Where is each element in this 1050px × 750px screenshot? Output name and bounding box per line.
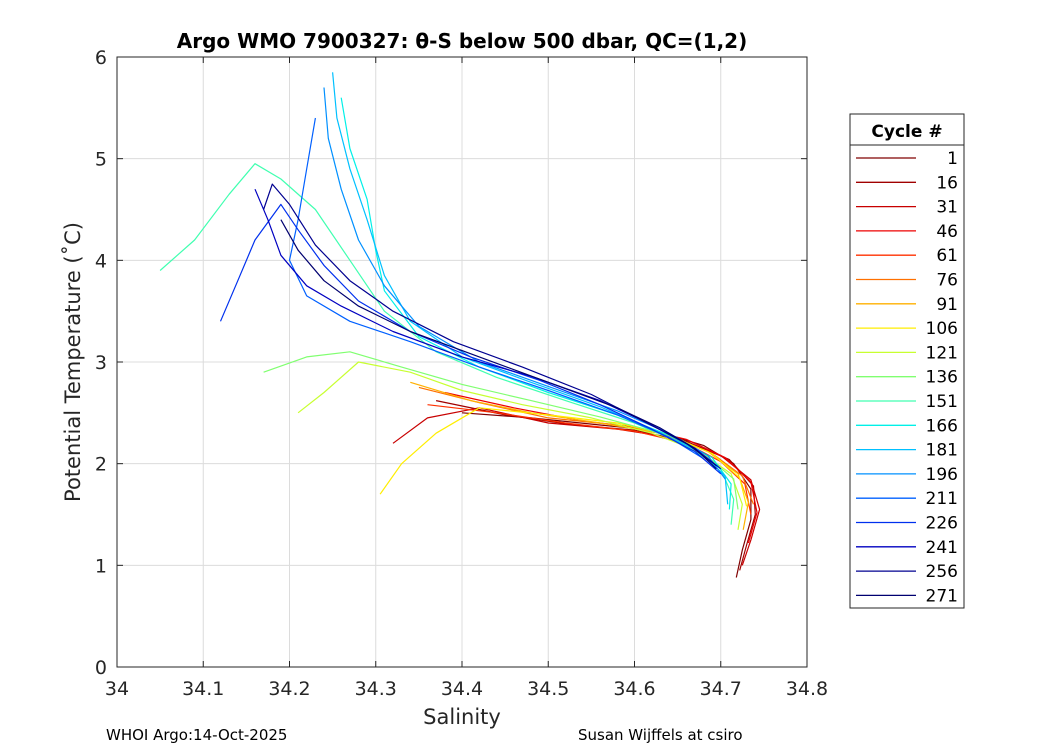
y-tick-label: 4: [95, 250, 107, 272]
legend-box: [849, 113, 965, 609]
x-axis-label: Salinity: [423, 705, 501, 729]
footer-source: WHOI Argo:14-Oct-2025: [106, 726, 288, 744]
legend-label-121: 121: [926, 343, 958, 363]
series-line-cycle-256: [263, 183, 717, 467]
legend-label-16: 16: [936, 173, 958, 193]
legend-label-61: 61: [936, 246, 958, 266]
grid-lines: [117, 57, 807, 667]
legend-label-226: 226: [926, 514, 958, 534]
y-axis-ticks: 0 1 2 3 4 5 6: [95, 47, 807, 679]
legend-label-106: 106: [926, 319, 958, 339]
legend-label-136: 136: [926, 368, 958, 388]
legend-label-31: 31: [936, 198, 958, 218]
legend-label-166: 166: [926, 416, 958, 436]
series-line-cycle-211: [288, 117, 704, 460]
series-line-cycle-46: [444, 391, 758, 544]
x-tick-label: 34.2: [268, 678, 310, 700]
legend-title: Cycle #: [871, 122, 942, 142]
legend: Cycle # 11631466176911061211361511661811…: [849, 113, 965, 609]
y-tick-label: 5: [95, 149, 107, 171]
x-tick-label: 34: [105, 678, 129, 700]
x-tick-label: 34.5: [527, 678, 569, 700]
legend-label-196: 196: [926, 465, 958, 485]
footer-author: Susan Wijffels at csiro: [578, 726, 743, 744]
x-tick-label: 34.6: [613, 678, 655, 700]
legend-label-151: 151: [926, 392, 958, 412]
x-tick-label: 34.7: [700, 678, 742, 700]
legend-label-241: 241: [926, 538, 958, 558]
x-axis-ticks: 34 34.1 34.2 34.3 34.4 34.5 34.6 34.7 34.8: [105, 57, 828, 700]
x-tick-label: 34.3: [355, 678, 397, 700]
legend-label-181: 181: [926, 441, 958, 461]
legend-label-271: 271: [926, 586, 958, 606]
y-tick-label: 3: [95, 352, 107, 374]
y-tick-label: 2: [95, 454, 107, 476]
legend-label-1: 1: [947, 149, 958, 169]
series-line-cycle-271: [280, 219, 717, 470]
legend-label-211: 211: [926, 489, 958, 509]
y-axis-label: Potential Temperature (˚C): [61, 222, 85, 502]
chart-title: Argo WMO 7900327: θ-S below 500 dbar, QC…: [177, 29, 747, 53]
x-tick-label: 34.8: [786, 678, 828, 700]
series-line-cycle-106: [379, 407, 748, 507]
legend-label-256: 256: [926, 562, 958, 582]
legend-label-46: 46: [936, 222, 958, 242]
series-line-cycle-136: [263, 351, 739, 510]
series-layer: [159, 72, 761, 578]
series-line-cycle-226: [219, 203, 722, 475]
x-tick-label: 34.1: [182, 678, 224, 700]
legend-entries: 1 16 31 46 61 76 91 106 121 136 151 166 181 196 211 226…: [856, 149, 958, 606]
x-tick-label: 34.4: [441, 678, 483, 700]
y-tick-label: 6: [95, 47, 107, 69]
legend-label-76: 76: [936, 271, 958, 291]
y-tick-label: 1: [95, 555, 107, 577]
legend-label-91: 91: [936, 295, 958, 315]
y-tick-label: 0: [95, 657, 107, 679]
